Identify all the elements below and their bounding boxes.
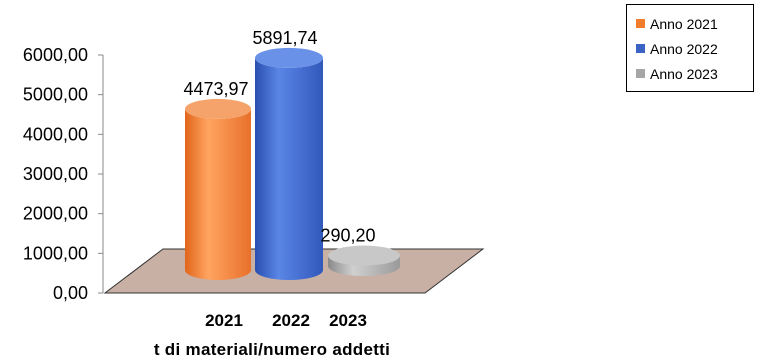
legend-label: Anno 2023 (650, 65, 718, 82)
y-tick-label: 2000,00 (23, 204, 88, 224)
data-label-2023: 290,20 (320, 226, 375, 246)
y-tick-label: 0,00 (53, 283, 88, 303)
y-tick-label: 4000,00 (23, 124, 88, 144)
data-label-2022: 5891,74 (252, 28, 317, 48)
legend: Anno 2021 Anno 2022 Anno 2023 (626, 4, 754, 92)
x-axis-title: t di materiali/numero addetti (154, 340, 390, 359)
category-label-2023: 2023 (329, 311, 367, 330)
bar-2021 (185, 98, 251, 281)
category-label-2022: 2022 (272, 311, 310, 330)
bar-2022 (255, 47, 323, 280)
bar-body-2021 (185, 108, 251, 281)
bars (185, 47, 400, 281)
y-tick-label: 3000,00 (23, 164, 88, 184)
category-label-2021: 2021 (205, 311, 243, 330)
bar-top-2021 (185, 98, 251, 119)
y-tick-label: 1000,00 (23, 243, 88, 263)
y-axis-ticks: 0,00 1000,00 2000,00 3000,00 4000,00 5000,00 6… (23, 45, 103, 303)
legend-item-2: Anno 2022 (636, 36, 753, 61)
legend-label: Anno 2021 (650, 15, 718, 32)
legend-swatch (636, 19, 645, 28)
legend-swatch (636, 69, 645, 78)
legend-swatch (636, 44, 645, 53)
data-label-2021: 4473,97 (183, 79, 248, 99)
bar-top-2022 (255, 47, 323, 68)
category-labels: 2021 2022 2023 (205, 311, 367, 330)
y-tick-label: 6000,00 (23, 45, 88, 65)
legend-item-3: Anno 2023 (636, 61, 753, 86)
data-labels: 4473,97 5891,74 290,20 (183, 28, 375, 246)
legend-item-1: Anno 2021 (636, 11, 753, 36)
bar-body-2023 (328, 255, 400, 276)
bar-top-2023 (328, 245, 400, 266)
y-tick-label: 5000,00 (23, 85, 88, 105)
bar-body-2022 (255, 57, 323, 280)
bar-2023 (328, 245, 400, 276)
legend-label: Anno 2022 (650, 40, 718, 57)
